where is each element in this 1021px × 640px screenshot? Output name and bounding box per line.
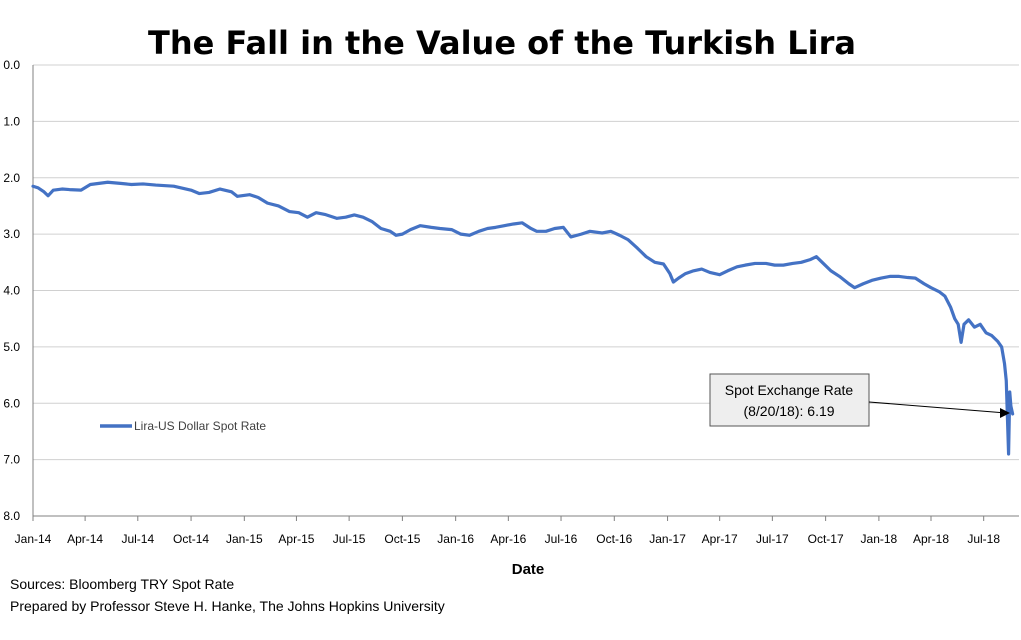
callout-line-1: Spot Exchange Rate — [725, 382, 854, 398]
x-axis-title: Date — [512, 561, 545, 578]
legend: Lira-US Dollar Spot Rate — [100, 419, 266, 433]
x-tick-label: Apr-17 — [702, 532, 738, 546]
x-tick-label: Apr-18 — [913, 532, 949, 546]
x-tick-label: Jul-16 — [545, 532, 578, 546]
x-tick-label: Jul-18 — [967, 532, 1000, 546]
footer-prepared-by: Prepared by Professor Steve H. Hanke, Th… — [10, 598, 445, 614]
x-tick-label: Jan-14 — [15, 532, 52, 546]
callout-arrow — [868, 401, 1007, 414]
x-tick-label: Jul-17 — [756, 532, 789, 546]
chart-title: The Fall in the Value of the Turkish Lir… — [148, 24, 856, 62]
callout-arrowhead — [1000, 408, 1010, 418]
series-layer — [31, 180, 1015, 456]
annotation-callout: Spot Exchange Rate (8/20/18): 6.19 — [709, 373, 1010, 427]
callout-line-2: (8/20/18): 6.19 — [743, 403, 834, 419]
legend-label: Lira-US Dollar Spot Rate — [134, 419, 266, 433]
y-tick-label: 1.0 — [3, 114, 20, 128]
y-tick-label: 6.0 — [3, 396, 20, 410]
x-tick-label: Apr-14 — [67, 532, 103, 546]
x-tick-label: Oct-16 — [596, 532, 632, 546]
x-tick-label: Apr-16 — [490, 532, 526, 546]
y-tick-label: 7.0 — [3, 453, 20, 467]
footer-sources: Sources: Bloomberg TRY Spot Rate — [10, 576, 234, 592]
x-tick-label: Apr-15 — [278, 532, 314, 546]
x-tick-label: Jul-15 — [333, 532, 366, 546]
callout-box — [709, 373, 870, 427]
x-tick-label: Jan-15 — [226, 532, 263, 546]
x-tick-label: Oct-14 — [173, 532, 209, 546]
y-tick-label: 8.0 — [3, 509, 20, 523]
y-tick-label: 3.0 — [3, 227, 20, 241]
x-tick-label: Oct-15 — [384, 532, 420, 546]
y-tick-label: 4.0 — [3, 284, 20, 298]
y-tick-label: 0.0 — [3, 58, 20, 72]
x-tick-label: Jan-18 — [861, 532, 898, 546]
axes — [32, 65, 1019, 521]
x-tick-label: Jan-16 — [437, 532, 474, 546]
y-tick-labels: 0.0 1.0 2.0 3.0 4.0 5.0 6.0 7.0 8.0 — [3, 58, 20, 523]
x-tick-label: Jul-14 — [121, 532, 154, 546]
x-tick-labels: Jan-14 Apr-14 Jul-14 Oct-14 Jan-15 Apr-15 Jul-… — [15, 532, 1001, 546]
y-tick-label: 5.0 — [3, 340, 20, 354]
series-line-0 — [31, 180, 1015, 456]
y-tick-label: 2.0 — [3, 171, 20, 185]
x-tick-label: Oct-17 — [808, 532, 844, 546]
x-tick-label: Jan-17 — [649, 532, 686, 546]
